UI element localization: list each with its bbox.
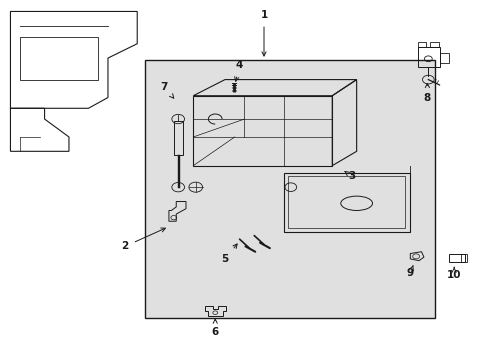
Text: 8: 8: [423, 84, 430, 103]
Bar: [429, 42, 438, 47]
Text: 10: 10: [446, 267, 461, 280]
Text: 2: 2: [121, 228, 165, 251]
Bar: [448, 254, 464, 262]
Bar: [144, 60, 434, 318]
Bar: [417, 47, 439, 67]
Bar: [20, 37, 98, 80]
Text: 9: 9: [406, 265, 413, 278]
Bar: [417, 42, 426, 47]
Text: 1: 1: [260, 10, 267, 56]
Bar: [439, 53, 448, 63]
Bar: [460, 254, 466, 262]
Text: 5: 5: [221, 244, 237, 264]
Text: 3: 3: [345, 171, 355, 181]
Text: 4: 4: [234, 60, 243, 81]
Bar: [173, 121, 182, 155]
Text: 6: 6: [211, 319, 219, 337]
Text: 7: 7: [160, 82, 173, 98]
